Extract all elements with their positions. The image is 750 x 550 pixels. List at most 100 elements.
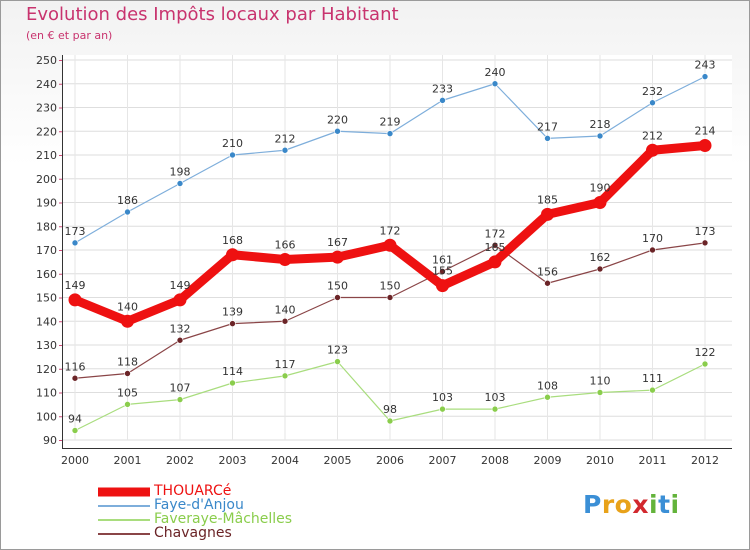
data-label-faye-d-anjou: 173 [65,225,86,238]
chart-title: Evolution des Impôts locaux par Habitant [26,4,399,25]
data-point-faveraye-m-chelles [491,405,499,413]
data-point-thouarc [593,196,607,209]
data-label-chavagnes: 172 [485,227,506,240]
data-point-faye-d-anjou [124,208,131,216]
data-point-chavagnes [544,279,551,287]
x-tick-label: 2003 [219,454,247,467]
legend-swatch [98,505,150,507]
data-label-faveraye-m-chelles: 117 [275,358,296,371]
data-point-chavagnes [229,320,236,327]
data-point-thouarc [488,255,502,269]
data-point-faye-d-anjou [229,151,236,159]
x-tick-label: 2004 [271,454,299,467]
data-point-thouarc [68,293,82,307]
x-tick-label: 2001 [114,454,142,467]
data-label-chavagnes: 173 [695,225,716,238]
data-point-faveraye-m-chelles [701,360,709,368]
data-point-thouarc [698,139,712,152]
y-tick-label: 120 [36,363,57,376]
legend-swatch [98,519,150,521]
x-tick-label: 2008 [481,454,509,467]
data-point-faye-d-anjou [544,135,551,142]
data-label-chavagnes: 132 [170,322,191,335]
data-point-chavagnes [71,374,79,382]
x-tick-label: 2012 [691,454,719,467]
data-label-thouarc: 167 [327,236,348,249]
y-tick-label: 220 [36,125,57,138]
logo-letter: i [649,490,659,519]
y-tick-label: 140 [36,315,57,328]
data-label-faveraye-m-chelles: 94 [68,413,82,426]
x-tick-label: 2007 [429,454,457,467]
data-point-faye-d-anjou [596,132,604,140]
data-point-faveraye-m-chelles [649,386,656,394]
data-point-faye-d-anjou [386,130,394,137]
logo-letter: t [658,490,671,519]
data-label-thouarc: 185 [537,193,558,206]
x-tick-label: 2009 [534,454,562,467]
data-label-thouarc: 149 [65,279,86,292]
data-point-faveraye-m-chelles [229,379,236,387]
logo-letter: r [601,490,615,519]
data-label-chavagnes: 150 [380,280,401,293]
data-point-thouarc [173,293,187,307]
data-label-faveraye-m-chelles: 105 [117,386,138,399]
data-point-chavagnes [386,294,394,301]
data-label-chavagnes: 139 [222,306,243,319]
data-point-faye-d-anjou [701,73,709,80]
data-label-chavagnes: 118 [117,356,138,369]
y-tick-label: 250 [36,54,57,67]
data-label-faveraye-m-chelles: 103 [432,391,453,404]
data-point-faye-d-anjou [71,239,79,247]
data-point-faveraye-m-chelles [386,417,394,425]
x-tick-label: 2006 [376,454,404,467]
y-tick-label: 210 [36,149,57,162]
data-label-faveraye-m-chelles: 98 [383,403,397,416]
data-point-faveraye-m-chelles [596,389,604,396]
data-point-faye-d-anjou [649,99,656,107]
chart-subtitle: (en € et par an) [26,29,113,42]
data-label-thouarc: 149 [170,279,191,292]
legend-swatch [98,533,150,535]
data-label-faye-d-anjou: 233 [432,82,453,95]
x-tick-label: 2011 [639,454,667,467]
data-label-faveraye-m-chelles: 114 [222,365,243,378]
data-point-faveraye-m-chelles [124,401,131,408]
data-point-chavagnes [176,336,184,344]
data-label-faye-d-anjou: 198 [170,166,191,179]
data-point-chavagnes [596,265,604,273]
data-label-chavagnes: 156 [537,265,558,278]
y-tick-label: 170 [36,244,57,257]
proxiti-logo: Proxiti [583,490,680,519]
data-point-faveraye-m-chelles [439,405,446,413]
data-label-faveraye-m-chelles: 108 [537,379,558,392]
legend-label: Faye-d'Anjou [154,497,244,513]
data-label-faye-d-anjou: 243 [695,59,716,72]
data-point-chavagnes [334,294,341,301]
data-point-thouarc [541,207,554,221]
data-point-thouarc [383,238,397,252]
data-label-thouarc: 190 [590,182,611,195]
data-point-thouarc [121,314,134,328]
data-point-faveraye-m-chelles [71,427,79,434]
legend-label: THOUARCé [154,483,232,499]
data-point-chavagnes [124,370,131,377]
logo-letter: x [632,490,649,519]
data-point-thouarc [646,143,659,157]
data-label-faye-d-anjou: 186 [117,194,138,207]
data-label-faye-d-anjou: 210 [222,137,243,150]
data-label-thouarc: 166 [275,239,296,252]
data-label-faveraye-m-chelles: 123 [327,344,348,357]
data-label-thouarc: 172 [380,224,401,237]
y-tick-label: 240 [36,78,57,91]
y-tick-label: 160 [36,268,57,281]
data-point-chavagnes [491,241,499,249]
data-point-thouarc [226,248,239,262]
x-tick-label: 2002 [166,454,194,467]
x-tick-label: 2010 [586,454,614,467]
legend-swatch [98,487,150,497]
y-tick-label: 180 [36,220,57,233]
data-label-chavagnes: 170 [642,232,663,245]
x-tick-label: 2005 [324,454,352,467]
